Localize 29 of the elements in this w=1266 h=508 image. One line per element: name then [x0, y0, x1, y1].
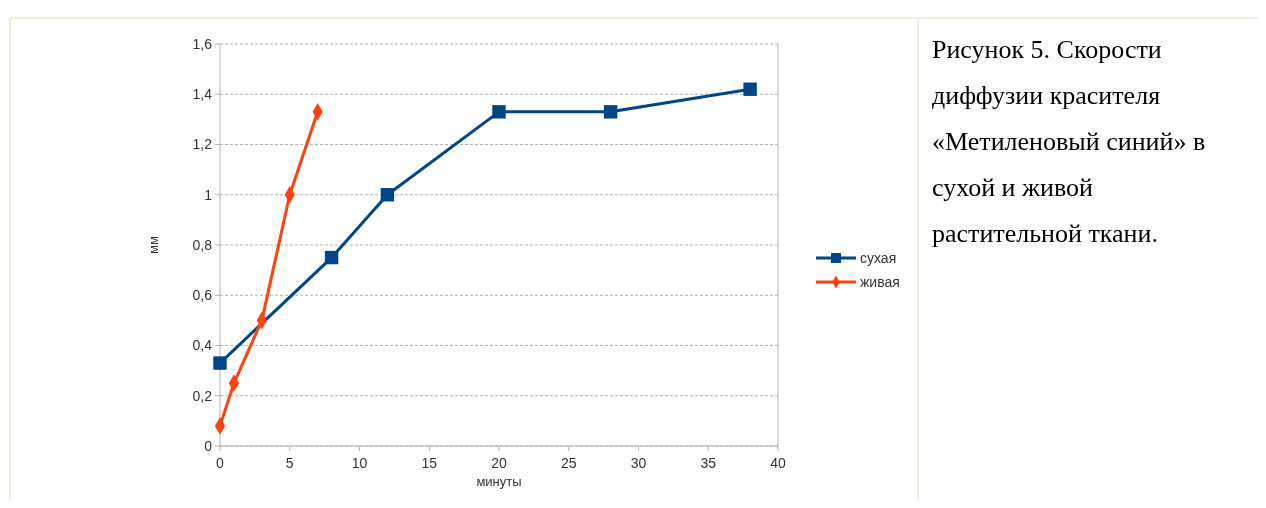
y-tick-label: 1,4: [192, 86, 213, 103]
point: [603, 105, 618, 119]
legend-label: живая: [860, 273, 900, 290]
x-tick-label: 25: [560, 455, 577, 471]
point: [492, 105, 506, 119]
y-axis-title: мм: [146, 236, 161, 254]
x-tick-label: 5: [285, 455, 294, 471]
x-tick-label: 40: [770, 455, 786, 471]
x-axis-title: минуты: [476, 474, 522, 489]
point: [743, 82, 757, 96]
y-tick-label: 0,4: [192, 337, 213, 354]
x-tick-label: 0: [216, 455, 225, 471]
x-tick-label: 20: [491, 455, 507, 471]
y-tick-label: 1,6: [192, 35, 213, 52]
point: [324, 250, 339, 265]
text: Рисунок 5. Скорости диффузии красителя «Метиленовый синий» в сухой и живой растительной ткани.: [932, 35, 1206, 248]
x-tick-label: 15: [421, 455, 438, 471]
y-tick-label: 0,6: [192, 287, 213, 304]
point: [380, 188, 395, 202]
x-tick-label: 10: [351, 455, 368, 471]
x-tick-label: 30: [630, 455, 647, 471]
y-tick-label: 1: [204, 186, 213, 203]
y-tick-label: 0,2: [192, 387, 213, 404]
legend-label: сухая: [860, 249, 897, 266]
y-tick-label: 0,8: [192, 236, 213, 253]
point: [213, 356, 227, 370]
y-tick-label: 1,2: [192, 136, 213, 153]
y-tick-label: 0: [204, 437, 213, 454]
x-tick-label: 35: [700, 455, 717, 471]
